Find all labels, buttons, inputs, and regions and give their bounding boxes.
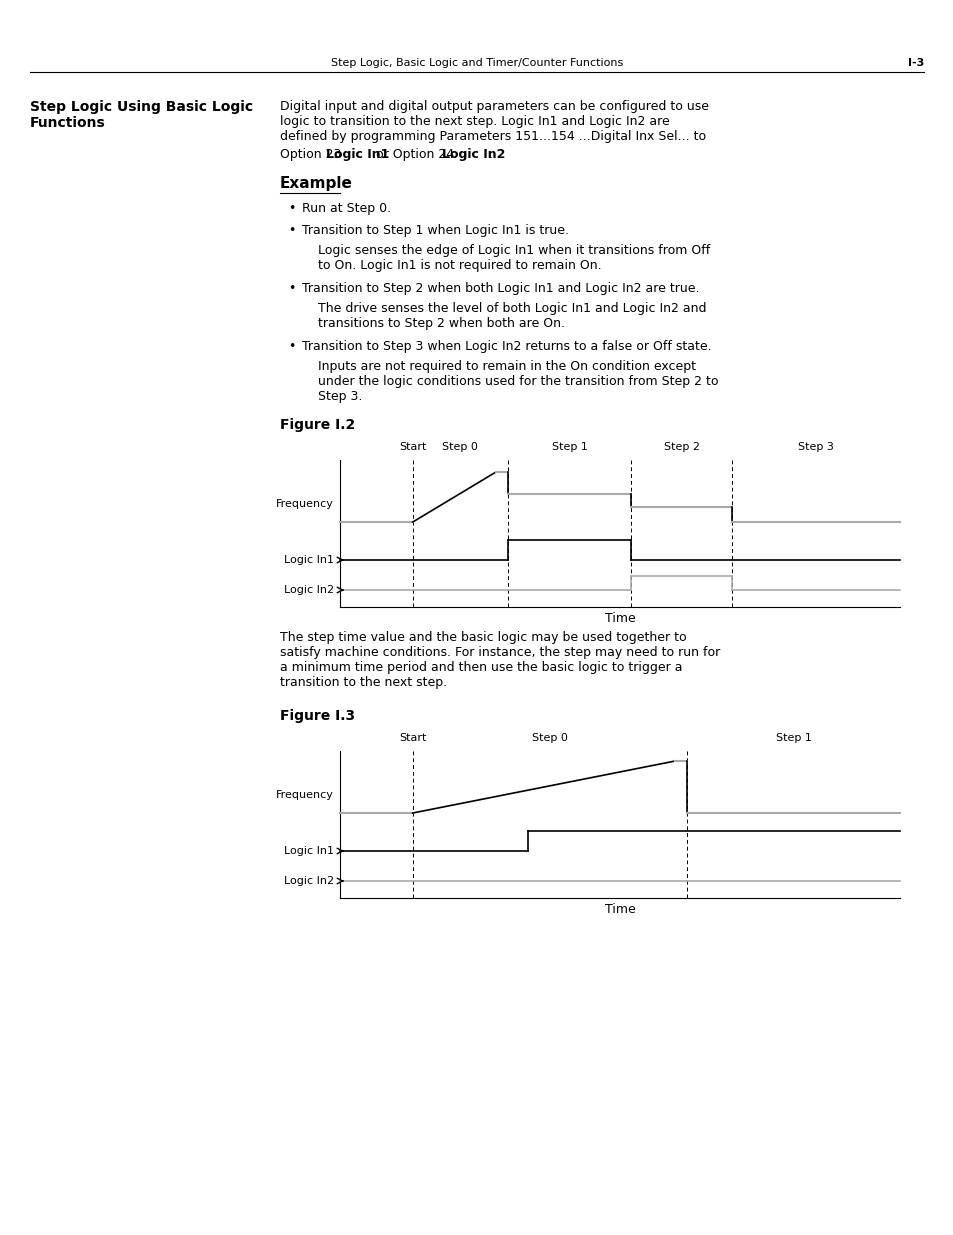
Text: Start: Start (398, 442, 426, 452)
Text: Transition to Step 1 when Logic In1 is true.: Transition to Step 1 when Logic In1 is t… (302, 224, 568, 237)
Text: Step 3: Step 3 (798, 442, 833, 452)
Text: Step 0: Step 0 (442, 442, 477, 452)
Text: Time: Time (604, 613, 635, 625)
Text: Logic senses the edge of Logic In1 when it transitions from Off
to On. Logic In1: Logic senses the edge of Logic In1 when … (317, 245, 709, 272)
Text: Logic In2: Logic In2 (284, 876, 334, 885)
Text: Option 23: Option 23 (280, 148, 345, 161)
Text: Logic In1: Logic In1 (326, 148, 389, 161)
Text: Step Logic, Basic Logic and Timer/Counter Functions: Step Logic, Basic Logic and Timer/Counte… (331, 58, 622, 68)
Text: Step Logic Using Basic Logic: Step Logic Using Basic Logic (30, 100, 253, 114)
Text: Time: Time (604, 903, 635, 916)
Text: Step 0: Step 0 (532, 734, 567, 743)
Text: or Option 24: or Option 24 (372, 148, 457, 161)
Text: Digital input and digital output parameters can be configured to use
logic to tr: Digital input and digital output paramet… (280, 100, 708, 143)
Text: •: • (288, 282, 295, 295)
Text: Step 1: Step 1 (551, 442, 587, 452)
Text: Logic In2: Logic In2 (441, 148, 505, 161)
Text: Example: Example (280, 177, 353, 191)
Text: Start: Start (398, 734, 426, 743)
Text: Inputs are not required to remain in the On condition except
under the logic con: Inputs are not required to remain in the… (317, 359, 718, 403)
Text: Step 1: Step 1 (775, 734, 811, 743)
Text: Figure I.2: Figure I.2 (280, 417, 355, 432)
Text: Logic In2: Logic In2 (284, 585, 334, 595)
Text: Step 2: Step 2 (663, 442, 699, 452)
Text: Frequency: Frequency (275, 790, 334, 800)
Text: The drive senses the level of both Logic In1 and Logic In2 and
transitions to St: The drive senses the level of both Logic… (317, 303, 706, 330)
Text: Functions: Functions (30, 116, 106, 130)
Text: .: . (489, 148, 493, 161)
Text: •: • (288, 224, 295, 237)
Text: The step time value and the basic logic may be used together to
satisfy machine : The step time value and the basic logic … (280, 631, 720, 689)
Text: Frequency: Frequency (275, 499, 334, 509)
Text: Logic In1: Logic In1 (284, 555, 334, 564)
Text: Transition to Step 2 when both Logic In1 and Logic In2 are true.: Transition to Step 2 when both Logic In1… (302, 282, 699, 295)
Text: Transition to Step 3 when Logic In2 returns to a false or Off state.: Transition to Step 3 when Logic In2 retu… (302, 340, 711, 353)
Text: Figure I.3: Figure I.3 (280, 709, 355, 722)
Text: I-3: I-3 (907, 58, 923, 68)
Text: •: • (288, 340, 295, 353)
Text: •: • (288, 203, 295, 215)
Text: Logic In1: Logic In1 (284, 846, 334, 856)
Text: Run at Step 0.: Run at Step 0. (302, 203, 391, 215)
